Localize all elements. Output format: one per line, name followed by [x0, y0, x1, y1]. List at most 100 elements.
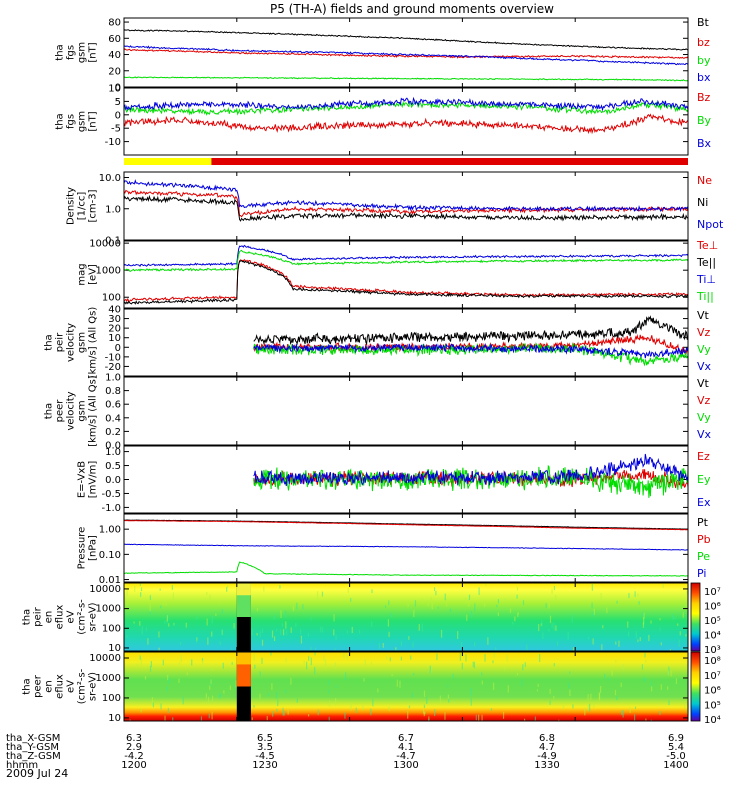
y-tick-label: 0.01	[99, 575, 121, 586]
legend-vz: Vz	[697, 326, 711, 339]
y-tick-label: 10000	[89, 239, 121, 250]
series-line-bx	[124, 96, 688, 112]
colorbar-label: 10⁴	[704, 715, 721, 726]
panel-frame	[123, 376, 689, 446]
colorbar-label: 10⁶	[704, 686, 721, 697]
mode-bar-segment	[211, 158, 689, 165]
legend-vx: Vx	[697, 428, 712, 441]
y-axis-label: peer	[55, 399, 66, 423]
y-tick-label: 1.0	[105, 204, 121, 215]
y-axis-label: Pressure	[77, 527, 88, 570]
colorbar	[690, 582, 701, 652]
x-axis-row-label: tha_Z-GSM	[6, 751, 61, 762]
y-axis-label: gsm	[77, 42, 88, 63]
panel-peir_spec: 10 100 1000 10000 10⁷ 10⁶ 10⁵ 10⁴ 10³ tha peir en ef…	[22, 582, 721, 656]
series-line-by	[124, 76, 688, 82]
legend-vt: Vt	[697, 377, 710, 390]
panel-mode_bar	[124, 158, 689, 165]
y-tick-label: 10	[108, 713, 121, 724]
y-axis-label: gsm	[77, 111, 88, 132]
y-axis-label: [nT]	[88, 42, 99, 62]
series-line-ne	[124, 189, 688, 218]
x-tick-label: 2.9	[126, 742, 142, 753]
panel-frame	[123, 17, 689, 88]
y-axis-label: gsm	[77, 332, 88, 353]
y-axis-label: [nPa]	[88, 535, 99, 561]
x-tick-label: 3.5	[257, 742, 273, 753]
x-tick-label: 6.7	[398, 733, 414, 744]
panel-frame	[123, 87, 689, 156]
colorbar-label: 10³	[704, 645, 721, 656]
colorbar-label: 10⁷	[704, 671, 721, 682]
panel-frame	[123, 240, 689, 309]
y-tick-label: 0	[115, 83, 121, 94]
legend-ni: Ni	[697, 196, 708, 209]
y-tick-label: 1.0	[105, 373, 121, 384]
y-tick-label: 1.0	[105, 447, 121, 458]
y-axis-label: [km/s] (All Qs)	[88, 307, 99, 379]
panel-pressure: 0.01 0.10 1.00 Pt Pb Pe Pi Pressure [nPa]	[77, 513, 711, 586]
legend-tiperp: Ti⊥	[696, 273, 716, 286]
series-line-pb	[124, 520, 688, 531]
series-line-vz	[253, 333, 688, 355]
y-tick-label: 10000	[89, 584, 121, 595]
panel-efield: -1.0 -0.5 0.0 0.5 1.0 Ez Ey Ex E=-VxB [mV/m]	[77, 445, 711, 514]
panel-frame	[123, 582, 689, 652]
y-tick-label: 100	[102, 293, 121, 304]
y-tick-label: 1000	[96, 604, 121, 615]
y-axis-label: mag	[77, 263, 88, 285]
spectrogram-peir_spec	[124, 583, 688, 651]
panel-fgs_gsm: 0 20 40 60 80 Bt bz by bx tha fgs gsm [nT]	[55, 16, 711, 94]
mode-bar-segment	[124, 158, 212, 165]
y-tick-label: -10	[105, 352, 121, 363]
series-line-pi	[124, 543, 688, 551]
legend-bx: Bx	[697, 137, 712, 150]
legend-vt: Vt	[697, 309, 710, 322]
legend-bz: Bz	[697, 91, 711, 104]
y-tick-label: 60	[108, 34, 121, 45]
legend-vy: Vy	[697, 343, 711, 356]
colorbar-label: 10⁶	[704, 602, 721, 613]
y-tick-label: -20	[105, 362, 121, 373]
y-axis-label: peer	[33, 674, 44, 698]
y-tick-label: 20	[108, 66, 121, 77]
series-line-ey	[253, 464, 688, 498]
y-tick-label: 1000	[96, 266, 121, 277]
y-tick-label: -10	[105, 137, 121, 148]
y-tick-label: 0.6	[105, 400, 121, 411]
legend-by: by	[697, 54, 711, 67]
y-axis-label: tha	[44, 403, 55, 419]
y-axis-label: Density	[66, 187, 77, 225]
y-tick-label: -0.5	[101, 489, 121, 500]
date-label: 2009 Jul 24	[6, 767, 68, 780]
spectrogram-peer_spec	[124, 652, 688, 721]
x-tick-label: 1400	[663, 760, 688, 771]
legend-pe: Pe	[697, 550, 710, 563]
y-tick-label: 0.0	[105, 441, 121, 452]
y-axis-label: eflux	[55, 605, 66, 630]
x-tick-label: 6.8	[539, 733, 555, 744]
x-tick-label: 5.4	[668, 742, 684, 753]
y-tick-label: -1.0	[101, 503, 121, 514]
y-axis-label: en	[44, 611, 55, 624]
y-axis-label: tha	[55, 44, 66, 60]
y-axis-label: gsm	[77, 400, 88, 421]
series-line-tipar	[124, 249, 688, 272]
panel-temperature: 100 1000 10000 Te⊥ Te|| Ti⊥ Ti|| mag [eV]	[77, 239, 718, 309]
series-line-vt	[253, 315, 688, 346]
legend-ey: Ey	[697, 473, 711, 486]
y-tick-label: 0	[115, 110, 121, 121]
y-tick-label: 0.5	[105, 461, 121, 472]
y-tick-label: 10	[108, 84, 121, 95]
y-axis-label: [cm-3]	[88, 189, 99, 222]
y-tick-label: 5	[115, 97, 121, 108]
panel-peer_velocity: 0.0 0.2 0.4 0.6 0.8 1.0 Vt Vz Vy Vx tha peer velocit…	[44, 373, 712, 452]
series-line-ni	[124, 194, 688, 222]
y-axis-label: sr-eV)	[88, 602, 99, 631]
legend-pi: Pi	[697, 567, 706, 580]
legend-ex: Ex	[697, 496, 711, 509]
panel-fgs_gsm_detrended: -10 -5 0 5 10 Bz By Bx tha fgs gsm [nT]	[55, 84, 712, 156]
